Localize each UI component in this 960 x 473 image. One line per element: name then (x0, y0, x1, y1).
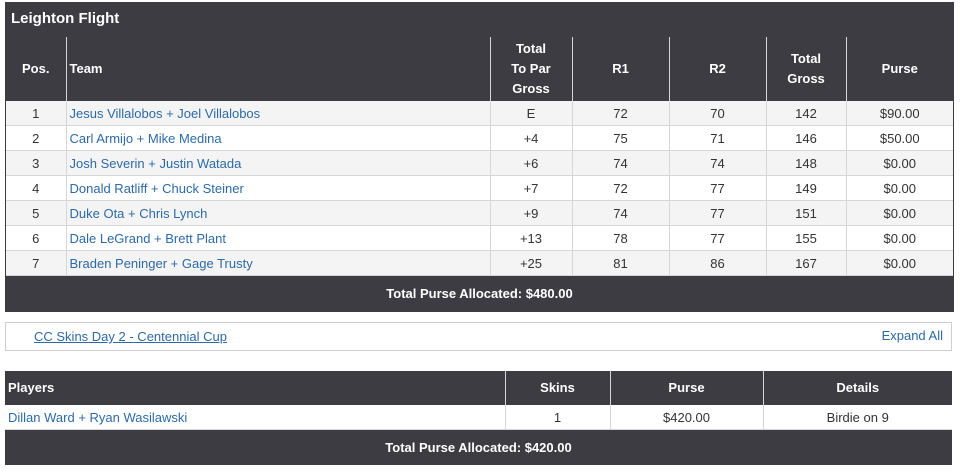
cell-pos: 3 (6, 150, 66, 176)
cell-to-par: +13 (489, 225, 572, 251)
cell-r1: 72 (571, 101, 669, 126)
cell-r1: 74 (571, 200, 669, 226)
cell-to-par: +6 (489, 150, 572, 176)
cell-players: Dillan Ward + Ryan Wasilawski (5, 405, 505, 430)
col-header-to-par-line1: Total (515, 41, 547, 56)
cell-to-par: E (489, 101, 572, 126)
cell-team: Jesus Villalobos + Joel Villalobos (65, 101, 490, 126)
cell-purse: $0.00 (845, 250, 953, 276)
table-row: 2 Carl Armijo + Mike Medina +4 75 71 146… (6, 125, 953, 151)
flight-total-purse: Total Purse Allocated: $480.00 (6, 276, 953, 311)
team-link[interactable]: Dale LeGrand + Brett Plant (69, 230, 226, 246)
cell-purse: $0.00 (845, 150, 953, 176)
flight-results-table: Pos. Team Total To Par Gross R1 R2 Total… (6, 37, 953, 276)
cell-r2: 86 (668, 250, 766, 276)
team-link[interactable]: Josh Severin + Justin Watada (69, 155, 242, 171)
col-header-r2[interactable]: R2 (668, 37, 766, 101)
players-link[interactable]: Dillan Ward + Ryan Wasilawski (8, 409, 188, 425)
col-header-to-par[interactable]: Total To Par Gross (489, 37, 572, 101)
skins-results-panel: Players Skins Purse Details Dillan Ward … (5, 371, 952, 465)
cell-to-par: +9 (489, 200, 572, 226)
cell-purse: $0.00 (845, 225, 953, 251)
expand-all-link[interactable]: Expand All (881, 328, 943, 343)
cell-to-par: +7 (489, 175, 572, 201)
cell-total: 148 (765, 150, 846, 176)
col-header-pos[interactable]: Pos. (6, 37, 66, 101)
col-header-skins[interactable]: Skins (504, 371, 610, 405)
cell-team: Dale LeGrand + Brett Plant (65, 225, 490, 251)
cell-r2: 77 (668, 175, 766, 201)
cell-to-par: +4 (489, 125, 572, 151)
cell-skins: 1 (504, 405, 610, 430)
skins-total-purse: Total Purse Allocated: $420.00 (5, 430, 952, 465)
col-header-total-gross[interactable]: Total Gross (765, 37, 846, 101)
cell-r2: 71 (668, 125, 766, 151)
table-row: 3 Josh Severin + Justin Watada +6 74 74 … (6, 150, 953, 176)
cell-r1: 74 (571, 150, 669, 176)
team-link[interactable]: Braden Peninger + Gage Trusty (69, 255, 253, 271)
col-header-players[interactable]: Players (5, 371, 505, 405)
col-header-purse[interactable]: Purse (609, 371, 763, 405)
table-row: 4 Donald Ratliff + Chuck Steiner +7 72 7… (6, 175, 953, 201)
cell-team: Donald Ratliff + Chuck Steiner (65, 175, 490, 201)
flight-title: Leighton Flight (6, 3, 953, 37)
cell-team: Duke Ota + Chris Lynch (65, 200, 490, 226)
cell-pos: 5 (6, 200, 66, 226)
cell-total: 149 (765, 175, 846, 201)
table-row: Dillan Ward + Ryan Wasilawski 1 $420.00 … (5, 405, 952, 430)
cell-purse: $50.00 (845, 125, 953, 151)
col-header-details[interactable]: Details (762, 371, 952, 405)
cell-r2: 77 (668, 200, 766, 226)
cell-to-par: +25 (489, 250, 572, 276)
cell-r1: 75 (571, 125, 669, 151)
col-header-team[interactable]: Team (65, 37, 490, 101)
col-header-total-line2: Gross (787, 71, 825, 86)
cell-team: Braden Peninger + Gage Trusty (65, 250, 490, 276)
col-header-r1[interactable]: R1 (571, 37, 669, 101)
cell-r1: 72 (571, 175, 669, 201)
table-row: 5 Duke Ota + Chris Lynch +9 74 77 151 $0… (6, 200, 953, 226)
skins-section-header: CC Skins Day 2 - Centennial Cup Expand A… (5, 322, 952, 351)
team-link[interactable]: Donald Ratliff + Chuck Steiner (69, 180, 244, 196)
col-header-to-par-line3: Gross (512, 81, 550, 96)
cell-pos: 1 (6, 101, 66, 126)
table-row: 1 Jesus Villalobos + Joel Villalobos E 7… (6, 101, 953, 126)
table-header-row: Players Skins Purse Details (5, 371, 952, 405)
cell-purse: $0.00 (845, 200, 953, 226)
cell-purse: $90.00 (845, 101, 953, 126)
cell-total: 167 (765, 250, 846, 276)
cell-purse: $0.00 (845, 175, 953, 201)
cell-r2: 77 (668, 225, 766, 251)
col-header-purse[interactable]: Purse (845, 37, 953, 101)
col-header-to-par-line2: To Par (511, 61, 551, 76)
cell-team: Josh Severin + Justin Watada (65, 150, 490, 176)
table-header-row: Pos. Team Total To Par Gross R1 R2 Total… (6, 37, 953, 101)
skins-event-link[interactable]: CC Skins Day 2 - Centennial Cup (34, 329, 227, 344)
cell-pos: 6 (6, 225, 66, 251)
col-header-total-line1: Total (790, 51, 822, 66)
cell-total: 155 (765, 225, 846, 251)
cell-r2: 74 (668, 150, 766, 176)
flight-results-panel: Leighton Flight Pos. Team Total To Par G… (5, 2, 954, 312)
table-row: 7 Braden Peninger + Gage Trusty +25 81 8… (6, 250, 953, 276)
table-row: 6 Dale LeGrand + Brett Plant +13 78 77 1… (6, 225, 953, 251)
team-link[interactable]: Duke Ota + Chris Lynch (69, 205, 208, 221)
cell-total: 142 (765, 101, 846, 126)
cell-team: Carl Armijo + Mike Medina (65, 125, 490, 151)
cell-details: Birdie on 9 (762, 405, 952, 430)
cell-purse: $420.00 (609, 405, 763, 430)
cell-r1: 78 (571, 225, 669, 251)
cell-r2: 70 (668, 101, 766, 126)
cell-pos: 2 (6, 125, 66, 151)
team-link[interactable]: Jesus Villalobos + Joel Villalobos (69, 105, 261, 121)
team-link[interactable]: Carl Armijo + Mike Medina (69, 130, 222, 146)
skins-results-table: Players Skins Purse Details Dillan Ward … (5, 371, 952, 430)
cell-pos: 4 (6, 175, 66, 201)
cell-pos: 7 (6, 250, 66, 276)
cell-r1: 81 (571, 250, 669, 276)
cell-total: 146 (765, 125, 846, 151)
cell-total: 151 (765, 200, 846, 226)
